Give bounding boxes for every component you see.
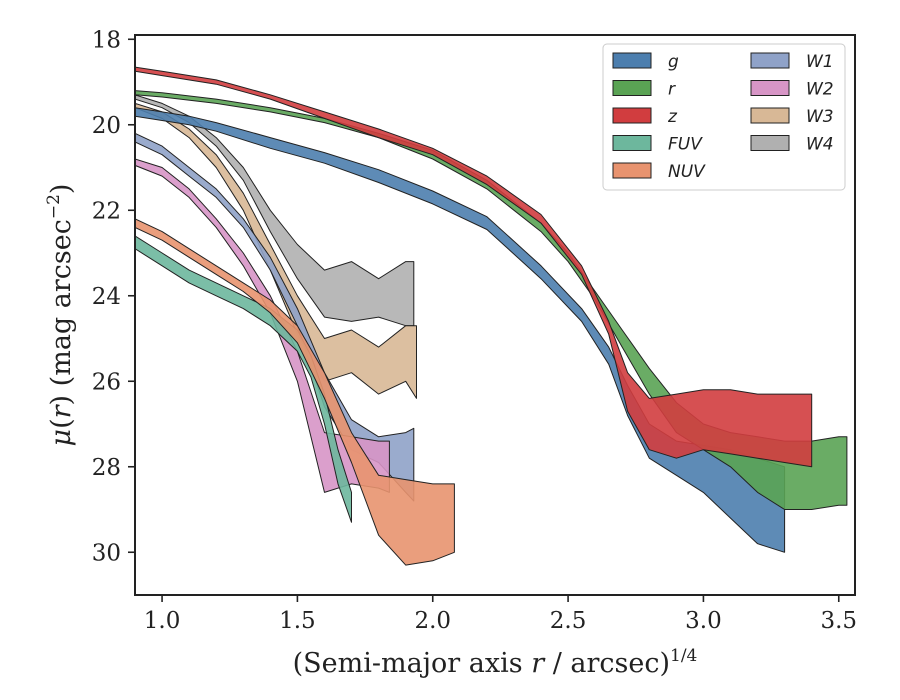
series-bands [135, 66, 848, 566]
legend-label-NUV: NUV [668, 162, 706, 182]
legend-label-z: z [667, 107, 678, 127]
legend-label-W4: W4 [806, 135, 834, 155]
series-band-z [135, 66, 813, 468]
legend-swatch-W4 [750, 135, 790, 151]
legend-swatch-W2 [750, 80, 790, 96]
legend-swatch-NUV [612, 162, 652, 179]
legend-swatch-z [612, 107, 652, 124]
series-band-FUV [135, 235, 352, 523]
y-tick-label: 24 [92, 284, 121, 310]
legend-label-FUV: FUV [668, 135, 703, 155]
x-tick-label: 3.5 [820, 608, 857, 634]
y-axis-label: μ(r) (mag arcsec−2) [44, 184, 77, 447]
y-tick-label: 22 [92, 198, 121, 224]
y-tick-label: 30 [92, 540, 121, 566]
x-axis-label: (Semi-major axis r / arcsec)1/4 [293, 646, 698, 679]
legend-swatch-FUV [612, 135, 652, 151]
axes: 1.0 1.5 2.0 2.5 3.0 3.5 18 20 22 24 26 28 30 [92, 27, 857, 634]
legend: grz FUV NUV W1 W2 W3 W4 [602, 43, 846, 191]
legend-label-W2: W2 [806, 80, 834, 100]
legend-swatch-g [612, 52, 652, 69]
series-band-NUV [135, 218, 455, 566]
legend-label-W3: W3 [806, 107, 834, 127]
legend-label-W1: W1 [806, 52, 834, 72]
y-tick-label: 26 [92, 369, 121, 395]
legend-swatch-W1 [750, 52, 790, 69]
y-tick-label: 18 [92, 27, 121, 53]
series-band-W3 [135, 102, 417, 399]
legend-swatch-W3 [750, 107, 790, 124]
x-tick-label: 1.0 [144, 608, 181, 634]
x-tick-label: 3.0 [685, 608, 722, 634]
x-tick-label: 2.0 [414, 608, 451, 634]
y-tick-label: 28 [92, 455, 121, 481]
legend-label-r: r [668, 80, 676, 100]
y-tick-label: 20 [92, 113, 121, 139]
legend-swatch-r [612, 80, 652, 96]
x-tick-label: 2.5 [550, 608, 587, 634]
plot-frame [134, 34, 856, 596]
legend-label-g: g [668, 52, 679, 72]
series-band-g [135, 107, 786, 553]
x-tick-label: 1.5 [279, 608, 316, 634]
